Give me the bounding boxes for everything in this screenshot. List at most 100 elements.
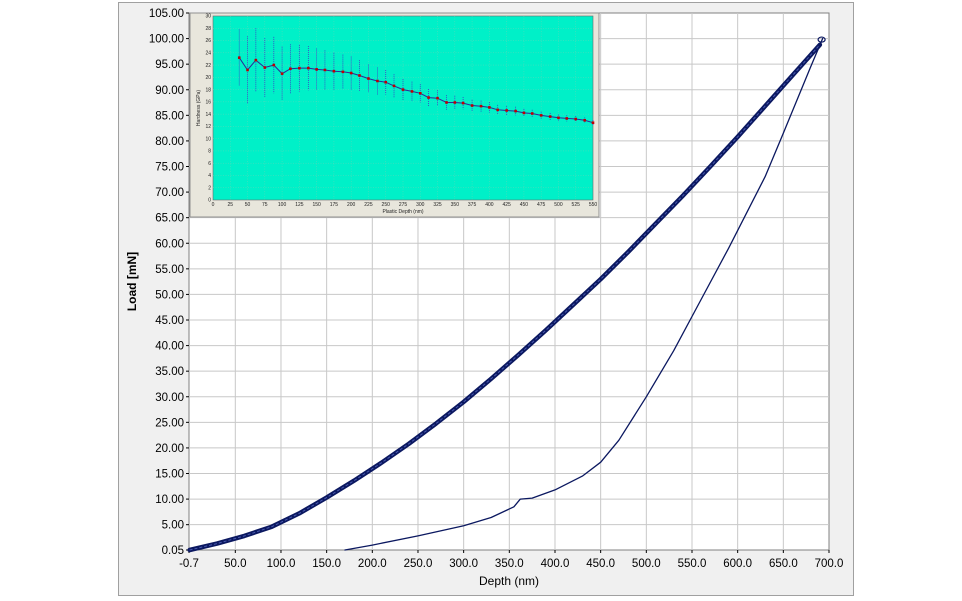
inset-y-tick-label: 0 [208, 198, 211, 204]
y-tick-label: 105.00 [149, 8, 184, 20]
hardness-point [367, 77, 370, 80]
inset-x-tick-label: 0 [212, 202, 215, 208]
y-tick-label: 30.00 [155, 392, 184, 404]
y-tick-label: 95.00 [155, 59, 184, 71]
hardness-point [479, 104, 483, 108]
hardness-point [376, 79, 379, 83]
inset-y-tick-label: 16 [205, 100, 211, 106]
inset-x-tick-label: 375 [468, 202, 477, 208]
inset-y-tick-label: 26 [205, 38, 211, 44]
inset-y-tick-label: 8 [208, 149, 211, 155]
inset-x-tick-label: 400 [485, 202, 494, 208]
y-tick-label: 55.00 [155, 264, 184, 276]
hardness-point [289, 67, 292, 71]
x-tick-label: 500.0 [632, 558, 661, 570]
inset-x-tick-label: 275 [399, 202, 408, 208]
hardness-point [323, 68, 327, 72]
x-tick-label: 400.0 [541, 558, 570, 570]
hardness-point [341, 70, 345, 74]
hardness-point [557, 116, 560, 120]
inset-x-tick-label: 450 [520, 202, 529, 208]
y-tick-label: 75.00 [155, 162, 184, 174]
y-tick-label: 40.00 [155, 341, 184, 353]
hardness-point [272, 63, 276, 67]
inset-x-tick-label: 175 [330, 202, 339, 208]
hardness-point [583, 118, 587, 122]
x-tick-label: 550.0 [678, 558, 707, 570]
hardness-point [315, 68, 318, 71]
hardness-point [530, 112, 534, 115]
hardness-point [436, 96, 439, 100]
load-depth-chart: 0.055.0010.0015.0020.0025.0030.0035.0040… [125, 8, 844, 588]
inset-x-tick-label: 200 [347, 202, 356, 208]
inset-x-tick-label: 300 [416, 202, 425, 208]
x-tick-label: 100.0 [267, 558, 296, 570]
y-tick-label: 85.00 [155, 110, 184, 122]
hardness-point [574, 117, 578, 121]
hardness-point [418, 91, 422, 95]
x-tick-label: 150.0 [312, 558, 341, 570]
inset-x-tick-label: 25 [227, 202, 233, 208]
hardness-point [358, 74, 361, 77]
inset-y-axis-title: Hardness (GPa) [196, 90, 202, 126]
hardness-point [384, 80, 388, 84]
inset-grid [213, 16, 593, 200]
inset-x-tick-label: 550 [589, 202, 598, 208]
inset-x-tick-labels: 0 25 50 75 100 125 150 175 200 225 250 275 300 325 350… [212, 202, 598, 208]
hardness-point [332, 69, 336, 73]
x-tick-label: 300.0 [449, 558, 478, 570]
hardness-point [280, 72, 284, 75]
inset-y-tick-label: 24 [205, 51, 211, 57]
hardness-point [461, 101, 465, 105]
inset-y-tick-label: 6 [208, 161, 211, 167]
inset-x-tick-label: 100 [278, 202, 287, 208]
hardness-point [445, 101, 448, 104]
x-tick-label: 350.0 [495, 558, 524, 570]
inset-x-tick-label: 125 [295, 202, 304, 208]
y-tick-labels: 0.05 5.00 10.00 15.00 20.00 25.00 30.00 35.00 40… [149, 8, 184, 557]
hardness-point [254, 58, 258, 62]
hardness-point [539, 114, 543, 117]
x-tick-label: 600.0 [723, 558, 752, 570]
inset-x-tick-label: 75 [262, 202, 268, 208]
inset-x-tick-label: 500 [554, 202, 563, 208]
y-tick-label: 100.00 [149, 34, 184, 46]
y-tick-label: 35.00 [155, 366, 184, 378]
inset-x-tick-label: 225 [364, 202, 373, 208]
hardness-point [401, 88, 405, 91]
inset-y-tick-label: 22 [205, 63, 211, 69]
x-tick-label: 50.0 [224, 558, 246, 570]
hardness-point [591, 121, 595, 125]
inset-series-group [237, 28, 595, 126]
hardness-point [496, 108, 499, 112]
hardness-point [453, 101, 457, 104]
y-tick-label: 50.00 [155, 289, 184, 301]
hardness-point [488, 106, 491, 109]
inset-x-tick-label: 325 [433, 202, 442, 208]
hardness-point [392, 84, 396, 88]
x-tick-label: 650.0 [769, 558, 798, 570]
y-tick-label: 20.00 [155, 443, 184, 455]
chart-frame: 0.05 5.00 10.00 15.00 20.00 25.00 30.00 35.00 40… [118, 2, 854, 596]
y-tick-label: 60.00 [155, 238, 184, 250]
y-tick-label: 0.05 [162, 545, 184, 557]
y-axis-title: Load [mN] [125, 252, 139, 311]
inset-y-tick-label: 2 [208, 185, 211, 191]
hardness-point [349, 71, 353, 75]
x-tick-label: 700.0 [815, 558, 844, 570]
inset-y-tick-label: 12 [205, 124, 211, 130]
y-tick-label: 10.00 [155, 494, 184, 506]
inset-x-tick-label: 150 [312, 202, 321, 208]
hardness-point [470, 104, 474, 107]
hardness-point [246, 68, 249, 72]
inset-y-tick-label: 30 [205, 14, 211, 20]
inset-y-tick-label: 28 [205, 26, 211, 32]
hardness-point [522, 111, 526, 115]
inset-x-axis-title: Plastic Depth (nm) [382, 209, 423, 215]
hardness-line [238, 57, 594, 124]
hardness-point [427, 96, 430, 99]
hardness-point [307, 66, 310, 70]
hardness-point [514, 109, 517, 113]
